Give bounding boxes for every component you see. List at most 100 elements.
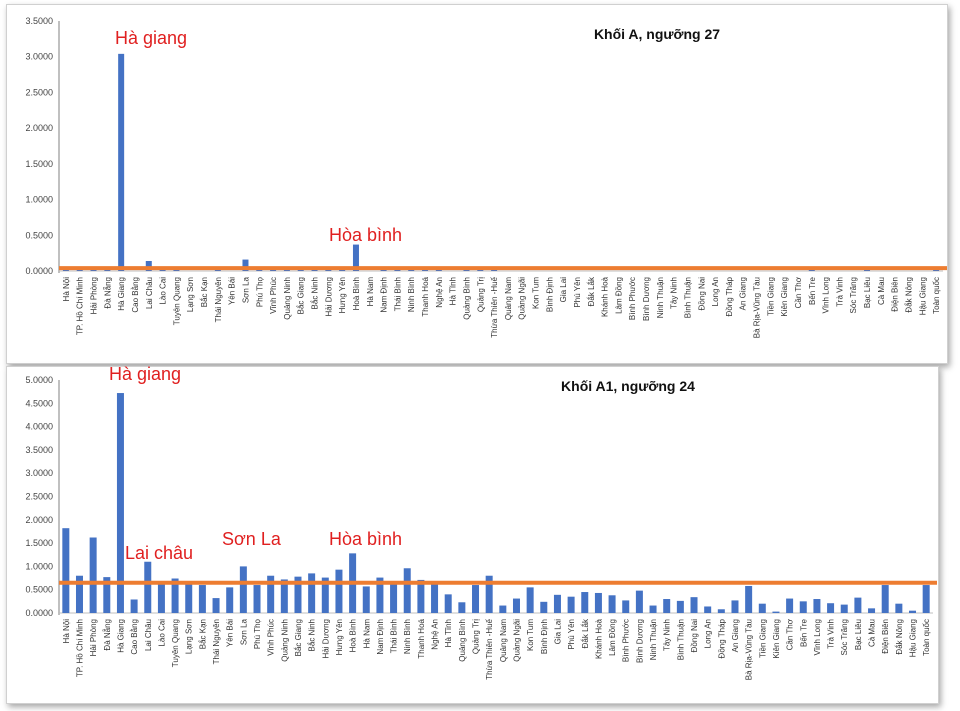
x-tick-label: Tiền Giang [758,619,767,658]
bar [144,561,152,613]
bar [840,604,848,613]
x-tick-label: Bình Định [545,277,554,312]
x-tick-label: Lạng Sơn [185,619,194,654]
y-tick-label: 1.5000 [25,159,53,169]
annotation-label: Sơn La [222,529,282,549]
x-tick-label: Tuyên Quang [172,277,181,325]
x-tick-label: Đắk Nông [895,619,904,655]
x-tick-label: TP. Hồ Chí Minh [75,619,84,677]
bar [103,577,111,613]
bar [145,261,152,271]
x-tick-label: Cà Mau [877,277,886,305]
x-tick-label: Ninh Bình [407,277,416,312]
bar [799,601,807,613]
y-tick-label: 4.0000 [25,422,53,432]
x-tick-label: Quảng Trị [472,619,481,654]
bar [540,601,548,613]
x-tick-label: Bình Phước [628,277,637,320]
bar [335,569,343,613]
x-tick-label: Quảng Bình [458,619,467,662]
x-tick-label: An Giang [739,277,748,310]
x-tick-label: Gia Lai [559,277,568,303]
x-tick-label: Đồng Nai [697,277,706,311]
x-tick-label: Thái Bình [393,277,402,311]
bar [280,579,288,613]
bar [362,586,370,613]
bar [854,597,862,613]
x-tick-label: Hải Dương [321,619,330,659]
x-tick-label: Hà Nội [62,619,71,644]
y-tick-label: 5.0000 [25,375,53,385]
x-tick-label: Bắc Giang [297,277,306,314]
x-tick-label: Hà Tĩnh [449,277,458,305]
x-tick-label: Hoà Bình [349,619,358,652]
y-tick-label: 2.0000 [25,123,53,133]
x-tick-label: Bắc Ninh [308,619,317,651]
annotation-label: Hà giang [109,364,181,384]
x-tick-label: Sóc Trăng [840,619,849,655]
bar [185,581,193,613]
x-tick-label: Phú Yên [573,277,582,308]
bar [922,585,930,613]
bar [130,599,138,613]
x-tick-label: Thanh Hoá [417,618,426,658]
x-tick-label: Sơn La [241,276,250,303]
x-tick-label: Lào Cai [157,619,166,647]
bar [731,600,739,613]
x-tick-label: Tây Ninh [663,619,672,651]
x-tick-label: Hà Giang [116,619,125,653]
bar [62,528,70,613]
x-tick-label: Hưng Yên [338,277,347,313]
bar [553,594,561,613]
chart-panel-khoi-a1: 0.0000 0.5000 1.0000 1.5000 2.0000 2.5000 3.00… [6,364,939,704]
x-tick-label: Gia Lai [553,619,562,645]
bar [622,600,630,613]
bar [526,587,534,613]
x-tick-label: Lâm Đồng [614,277,623,314]
x-tick-label: Đồng Tháp [725,276,734,316]
x-tick-label: Khánh Hoà [594,618,603,659]
bar [663,599,671,613]
bar [472,585,480,613]
bar [431,584,439,613]
x-tick-label: Quảng Ninh [283,277,292,320]
x-tick-label: Thái Nguyên [212,619,221,664]
bar [104,269,111,271]
x-tick-label: Trà Vinh [827,619,836,649]
x-tick-label: Khánh Hoà [601,276,610,317]
x-tick-label: Sơn La [239,618,248,645]
bar [212,598,220,613]
bar [717,609,725,613]
annotation-label: Lai châu [125,543,193,563]
x-tick-label: Điện Biên [881,619,890,654]
x-tick-label: Cao Bằng [131,277,140,313]
x-tick-label: Ninh Thuận [649,619,658,660]
x-tick-label: Lào Cai [159,277,168,305]
bar [772,611,780,613]
x-tick-label: Quảng Ninh [280,619,289,662]
x-tick-label: Bình Thuận [683,277,692,318]
bar [909,610,917,613]
bar [594,592,602,613]
bar [499,605,507,613]
x-tick-label: Hà Nam [362,619,371,649]
x-tick-label: Yên Bái [228,277,237,305]
bar [75,575,83,613]
x-tick-label: Quảng Ngãi [512,619,521,662]
bar [704,606,712,613]
x-tick-label: Đắk Lắk [587,276,596,306]
bar [157,584,165,613]
y-tick-label: 3.0000 [25,52,53,62]
x-tick-label: Đà Nẵng [103,277,112,309]
bar [267,575,275,613]
y-tick-label: 0.0000 [25,266,53,276]
bar [352,244,359,271]
x-tick-label: Bình Định [540,619,549,654]
bar [567,596,575,613]
y-tick-label: 3.5000 [25,445,53,455]
bar [198,585,206,613]
x-tick-label: Bình Thuận [676,619,685,660]
bar-chart-khoi-a: 0.0000 0.5000 1.0000 1.5000 2.0000 2.5000 3.00… [25,16,947,338]
bar [458,602,466,613]
bar [239,566,247,613]
